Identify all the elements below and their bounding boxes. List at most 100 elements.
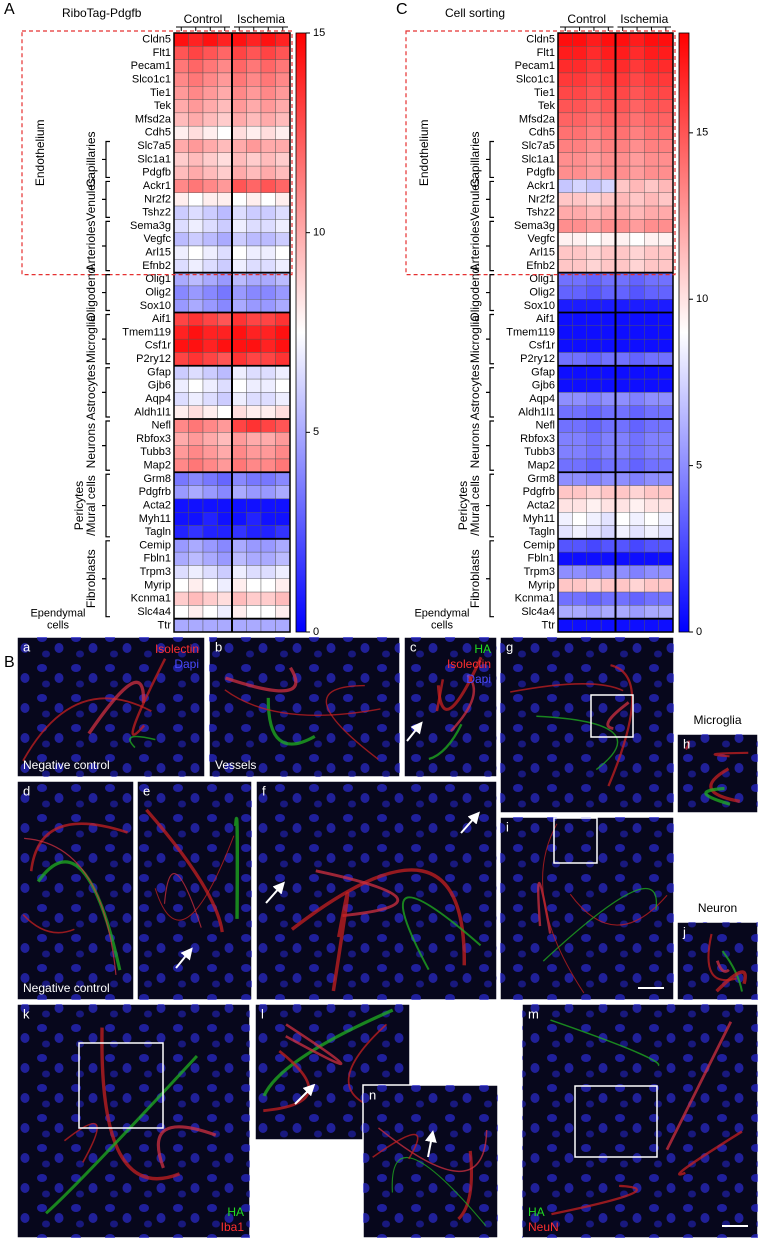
heatmap-cell: [600, 591, 616, 606]
arrow: [175, 947, 193, 969]
group-label: Microglia: [468, 315, 482, 363]
heatmap-cell: [586, 232, 602, 247]
heatmap-cell: [202, 325, 218, 340]
vessel-signal: [704, 786, 731, 806]
heatmap-cell: [615, 418, 631, 433]
heatmap-cell: [275, 219, 291, 233]
heatmap-cell: [572, 32, 587, 47]
heatmap-cell: [586, 551, 602, 566]
heatmap-cell: [586, 405, 602, 420]
heatmap-cell: [615, 285, 631, 300]
heatmap-cell: [246, 472, 262, 486]
group-bracket: [102, 540, 110, 618]
group-label: Oligodend.: [84, 264, 98, 322]
heatmap-cell: [629, 139, 645, 154]
gene-label: Slc1a1: [521, 153, 555, 165]
heatmap-cell: [246, 525, 262, 540]
heatmap-cell: [202, 498, 218, 513]
vessel-signal: [22, 914, 75, 934]
heatmap-cell: [600, 125, 616, 140]
image-caption: Negative control: [23, 981, 110, 995]
vessel-signal: [536, 715, 619, 771]
heatmap-cell: [188, 432, 204, 446]
channel-label: Iba1: [221, 1220, 245, 1234]
heatmap-cell: [586, 418, 602, 433]
gene-label: Myh11: [523, 513, 555, 525]
heatmap-cell: [202, 378, 218, 393]
heatmap-cell: [600, 99, 616, 114]
heatmap-cell: [658, 512, 674, 526]
heatmap-cell: [600, 205, 616, 220]
heatmap-cell: [658, 259, 674, 273]
zoom-box: [574, 1085, 658, 1158]
heatmap-cell: [260, 165, 276, 180]
vessel-signal: [713, 751, 749, 758]
heatmap-cell: [600, 112, 616, 127]
heatmap-cell: [217, 605, 233, 619]
heatmap-cell: [260, 605, 276, 619]
heatmap-cell: [231, 219, 247, 233]
heatmap-cell: [173, 32, 189, 47]
heatmap-cell: [557, 472, 573, 486]
heatmap-cell: [275, 365, 291, 380]
heatmap-cell: [586, 472, 602, 486]
column-group-label: Ischemia: [237, 12, 285, 26]
heatmap-cell: [572, 432, 587, 446]
heatmap-cell: [658, 352, 674, 366]
heatmap-cell: [260, 352, 276, 366]
heatmap-cell: [275, 59, 291, 74]
heatmap-cell: [586, 378, 602, 393]
heatmap-cell: [246, 618, 262, 633]
group-bracket: [486, 220, 494, 272]
heatmap-cell: [557, 591, 573, 606]
gene-label: Fbln1: [143, 553, 171, 565]
heatmap-cell: [658, 205, 674, 220]
heatmap-cell: [644, 578, 659, 593]
heatmap-cell: [586, 565, 602, 579]
heatmap-cell: [275, 458, 291, 473]
heatmap-cell: [217, 578, 233, 593]
heatmap-cell: [658, 152, 674, 167]
heatmap-cell: [600, 432, 616, 446]
heatmap-cell: [644, 405, 659, 420]
heatmap-cell: [188, 259, 204, 273]
heatmap-cell: [557, 378, 573, 393]
group-label: Venules: [468, 178, 482, 221]
heatmap-cell: [615, 125, 631, 140]
heatmap-cell: [275, 578, 291, 593]
column-group-label: Control: [567, 12, 606, 26]
heatmap-cell: [615, 232, 631, 247]
heatmap-cell: [202, 99, 218, 114]
heatmap-cell: [629, 219, 645, 233]
group-label: Neurons: [84, 423, 98, 468]
heatmap-cell: [231, 618, 247, 633]
heatmap-cell: [260, 245, 276, 260]
heatmap-cell: [246, 392, 262, 406]
heatmap-cell: [275, 498, 291, 513]
heatmap-cell: [572, 152, 587, 167]
heatmap-cell: [231, 112, 247, 127]
heatmap-cell: [600, 458, 616, 473]
heatmap-cell: [600, 618, 616, 633]
arrow: [460, 811, 480, 834]
heatmap-cell: [572, 365, 587, 380]
heatmap-cell: [586, 139, 602, 154]
heatmap-cell: [586, 245, 602, 260]
heatmap-cell: [600, 192, 616, 207]
channel-label: HA: [474, 642, 491, 656]
heatmap-cell: [246, 205, 262, 220]
heatmap-cell: [260, 86, 276, 100]
gene-label: Vegfc: [527, 233, 555, 245]
heatmap-frame: [557, 32, 674, 633]
heatmap-cell: [275, 392, 291, 406]
heatmap-cell: [557, 125, 573, 140]
heatmap-title: Cell sorting: [445, 6, 505, 20]
heatmap-cell: [188, 125, 204, 140]
heatmap-cell: [600, 32, 616, 47]
heatmap-cell: [572, 59, 587, 74]
image-caption: Vessels: [215, 758, 256, 772]
heatmap-cell: [217, 59, 233, 74]
heatmap-cell: [600, 259, 616, 273]
gene-label: Cdh5: [145, 127, 171, 139]
